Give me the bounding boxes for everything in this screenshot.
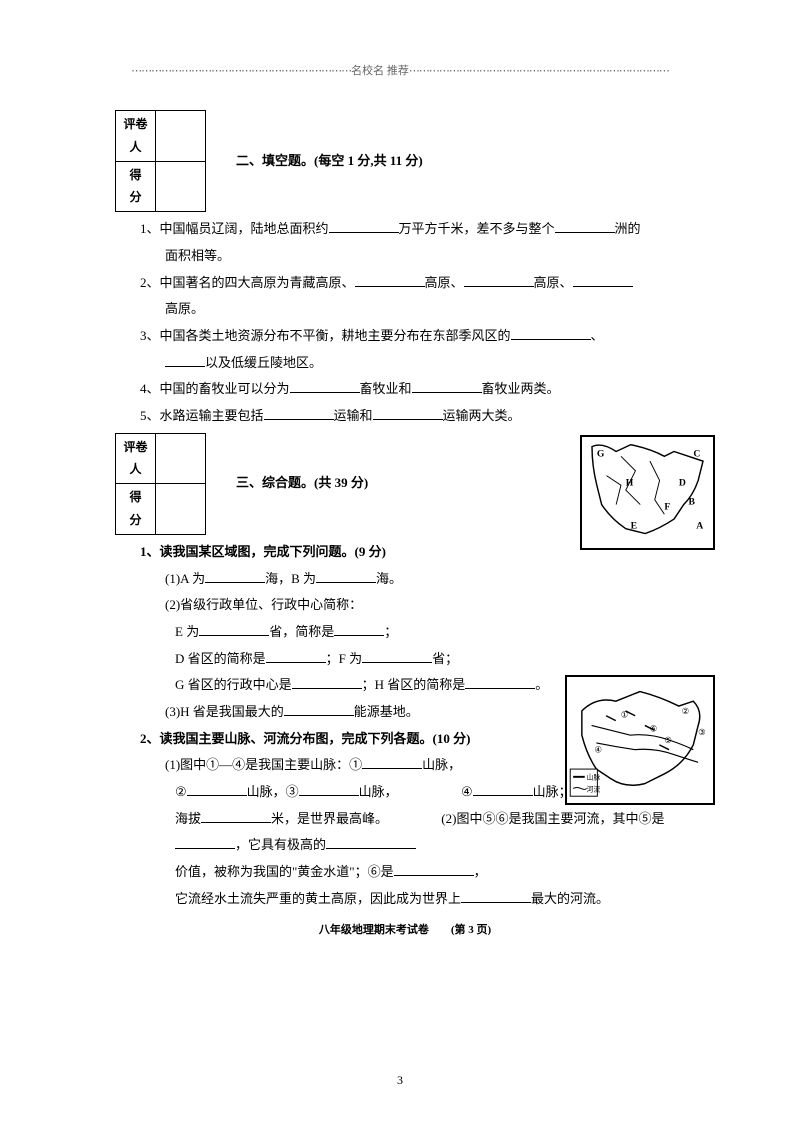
q2-5: 5、水路运输主要包括运输和运输两大类。 [115,404,695,429]
legend-river: 河流 [587,784,601,793]
svg-text:F: F [664,501,670,512]
blank [573,273,633,287]
blank [373,406,443,420]
q3-2-2b: ，它具有极高的 [115,833,416,858]
svg-text:B: B [689,497,696,508]
reviewer-blank [156,433,206,484]
score-box-2: 评卷人 得 分 [115,110,206,212]
blank [329,219,399,233]
blank [201,809,271,823]
q3-1-2b: E 为省，简称是； [115,620,695,645]
score-blank [156,161,206,212]
q3-2-1d: 海拔米，是世界最高峰。 [115,807,388,832]
main-content: 评卷人 得 分 二、填空题。(每空 1 分,共 11 分) 1、中国幅员辽阔，陆… [115,110,695,940]
header-text: 名校名 推荐 [351,65,409,77]
blank [412,379,482,393]
q3-2-1b: ②山脉，③山脉， [115,780,398,805]
svg-text:③: ③ [698,727,706,737]
page-number: 3 [0,1073,800,1088]
blank [299,782,359,796]
blank [461,889,531,903]
map1-svg: G C H D F B E A [582,437,713,548]
blank [464,273,534,287]
map2-china: ① ② ③ ④ ⑤ ⑥ 山脉 河流 [565,675,715,805]
blank [264,406,334,420]
blank [465,675,535,689]
blank [362,649,432,663]
section2-header: 评卷人 得 分 二、填空题。(每空 1 分,共 11 分) [115,110,695,212]
q2-4: 4、中国的畜牧业可以分为畜牧业和畜牧业两类。 [115,377,695,402]
section2-title: 二、填空题。(每空 1 分,共 11 分) [236,149,423,174]
map2-svg: ① ② ③ ④ ⑤ ⑥ 山脉 河流 [567,677,713,803]
blank [187,782,247,796]
score-blank [156,484,206,535]
q2-1b: 面积相等。 [115,244,695,269]
page-header: ⋯⋯⋯⋯⋯⋯⋯⋯⋯⋯⋯⋯⋯⋯⋯⋯⋯⋯⋯⋯⋯⋯名校名 推荐⋯⋯⋯⋯⋯⋯⋯⋯⋯⋯⋯⋯… [90,62,710,78]
svg-text:C: C [693,448,700,459]
blank [199,622,269,636]
q3-2-2d: 它流经水土流失严重的黄土高原，因此成为世界上最大的河流。 [115,887,695,912]
blank [284,702,354,716]
svg-text:⑤: ⑤ [664,735,672,745]
blank [326,835,416,849]
q3-1-1: (1)A 为海，B 为海。 [115,567,695,592]
blank [165,353,205,367]
header-dots-left: ⋯⋯⋯⋯⋯⋯⋯⋯⋯⋯⋯⋯⋯⋯⋯⋯⋯⋯⋯⋯⋯⋯ [131,64,351,77]
svg-text:E: E [631,521,637,532]
blank [473,782,533,796]
blank [511,326,591,340]
q2-1: 1、中国幅员辽阔，陆地总面积约万平方千米，差不多与整个洲的 [115,217,695,242]
svg-text:A: A [696,521,703,532]
svg-text:②: ② [682,706,690,716]
reviewer-label: 评卷人 [116,433,156,484]
svg-text:⑥: ⑥ [650,723,658,733]
svg-text:①: ① [621,710,629,720]
reviewer-label: 评卷人 [116,111,156,162]
blank [362,755,422,769]
blank [266,649,326,663]
svg-text:D: D [679,477,686,488]
q2-3b: 以及低缓丘陵地区。 [115,351,695,376]
q3-1-2c: D 省区的简称是；F 为省； [115,647,695,672]
blank [355,273,425,287]
blank [290,379,360,393]
blank [334,622,384,636]
q3-2-2c: 价值，被称为我国的"黄金水道"；⑥是， [115,860,695,885]
blank [555,219,615,233]
q2-2b: 高原。 [115,297,695,322]
q3-2-1a: (1)图中①—④是我国主要山脉：①山脉， [115,753,461,778]
svg-text:H: H [626,477,634,488]
q2-2: 2、中国著名的四大高原为青藏高原、高原、高原、 [115,271,695,296]
legend-mountain: 山脉 [587,773,601,782]
svg-text:G: G [597,448,605,459]
reviewer-blank [156,111,206,162]
score-label: 得 分 [116,484,156,535]
q3-2-2a: (2)图中⑤⑥是我国主要河流，其中⑤是 [391,807,664,832]
blank [394,862,474,876]
q3-1-2a: (2)省级行政单位、行政中心简称： [115,593,695,618]
map1-region: G C H D F B E A [580,435,715,550]
q2-3: 3、中国各类土地资源分布不平衡，耕地主要分布在东部季风区的、 [115,324,695,349]
blank [175,835,235,849]
page-footer: 八年级地理期末考试卷 (第 3 页) [115,920,695,941]
header-dots-right: ⋯⋯⋯⋯⋯⋯⋯⋯⋯⋯⋯⋯⋯⋯⋯⋯⋯⋯⋯⋯⋯⋯⋯⋯⋯⋯ [409,64,669,77]
blank [205,569,265,583]
section3-title: 三、综合题。(共 39 分) [236,471,368,496]
blank [292,675,362,689]
svg-text:④: ④ [594,745,602,755]
score-label: 得 分 [116,161,156,212]
blank [316,569,376,583]
score-box-3: 评卷人 得 分 [115,433,206,535]
